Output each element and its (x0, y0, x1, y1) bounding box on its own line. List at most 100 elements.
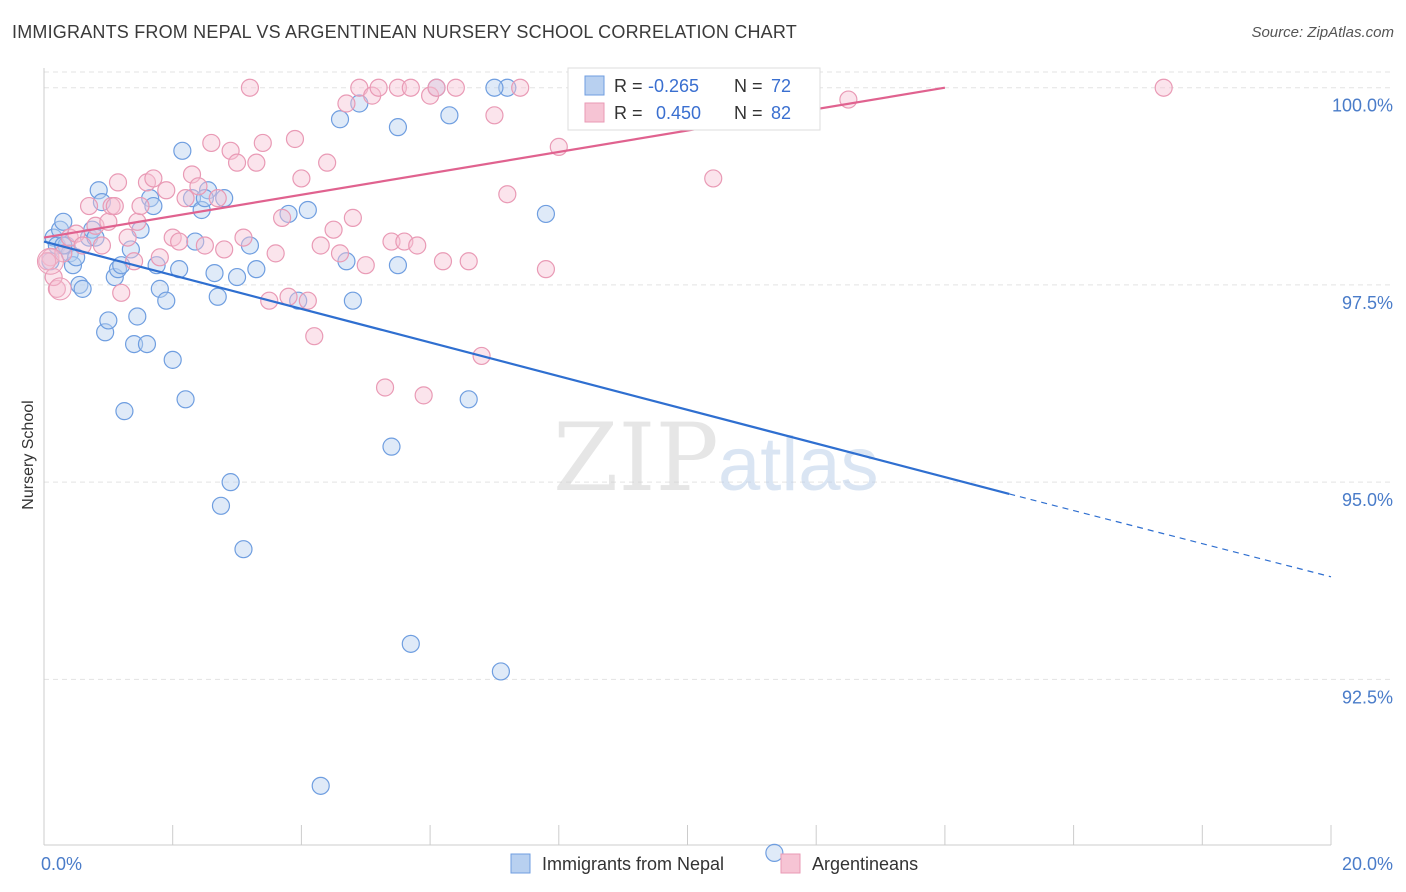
data-point (240, 78, 260, 97)
x-tick-label: 20.0% (1342, 854, 1393, 874)
data-point (491, 662, 510, 681)
data-point (182, 189, 202, 208)
data-point (485, 106, 504, 125)
data-point (440, 106, 459, 125)
data-point (1154, 78, 1173, 97)
data-point (401, 634, 420, 653)
data-point (124, 334, 144, 354)
trend-line-nepal (43, 240, 1010, 496)
legend-swatch-argentineans (584, 102, 605, 123)
data-point (157, 291, 176, 310)
data-point (318, 153, 337, 172)
data-point (498, 78, 517, 97)
series-legend-label-nepal: Immigrants from Nepal (542, 854, 724, 874)
y-tick-label: 95.0% (1342, 490, 1393, 510)
x-tick-marks (43, 825, 1332, 845)
legend-n-label-argentineans: N = (734, 103, 768, 123)
legend-swatch-nepal (584, 75, 605, 96)
data-point (311, 776, 330, 795)
data-point (247, 153, 266, 172)
data-point (54, 212, 73, 231)
data-point (170, 232, 189, 251)
data-point (536, 260, 556, 279)
data-point (144, 169, 163, 188)
data-point (446, 78, 465, 97)
data-point (337, 94, 356, 113)
data-point (227, 267, 247, 287)
data-point (163, 350, 182, 369)
data-point (279, 287, 298, 306)
data-point (112, 283, 131, 302)
data-point (99, 311, 118, 330)
data-point (272, 208, 292, 227)
legend-r-label-argentineans: R = (614, 103, 648, 123)
data-point (289, 291, 308, 310)
series-legend-swatch-argentineans (780, 853, 801, 874)
data-point (208, 189, 227, 208)
data-point (498, 185, 517, 204)
data-point (215, 240, 234, 259)
legend-r-value-argentineans: 0.450 (656, 103, 701, 123)
data-point (324, 220, 343, 239)
stats-legend: R = -0.265 N = 72 R = 0.450 N = 82 (567, 67, 821, 131)
data-point (511, 78, 530, 97)
data-point (115, 402, 134, 421)
data-point (298, 200, 317, 220)
data-point (375, 378, 395, 397)
data-point (108, 173, 128, 192)
data-point (182, 165, 202, 184)
data-point (227, 153, 247, 172)
data-point (173, 141, 192, 160)
series-legend: Immigrants from Nepal Argentineans (510, 853, 918, 874)
data-point (131, 196, 150, 216)
data-point (105, 196, 124, 216)
data-point (485, 78, 504, 97)
y-axis-label: Nursery School (20, 400, 37, 509)
data-point (150, 248, 169, 267)
data-point (73, 279, 92, 298)
data-point (311, 236, 330, 255)
data-point (234, 540, 253, 559)
data-point (92, 236, 112, 255)
data-point (459, 252, 478, 271)
data-point (44, 267, 63, 287)
data-point (305, 327, 324, 346)
x-tick-labels: 0.0% 20.0% (41, 854, 1393, 874)
data-point (298, 291, 317, 310)
legend-n-label-nepal: N = (734, 76, 768, 96)
data-point (388, 118, 408, 137)
data-point (414, 386, 433, 405)
data-point (427, 78, 446, 97)
y-tick-label: 92.5% (1342, 687, 1393, 707)
x-tick-label: 0.0% (41, 854, 82, 874)
y-tick-labels: 100.0% 97.5% 95.0% 92.5% (1332, 96, 1393, 708)
data-point (704, 169, 723, 188)
data-point (157, 181, 176, 200)
y-tick-label: 100.0% (1332, 96, 1393, 116)
legend-r-label-nepal: R = (614, 76, 648, 96)
data-point (144, 196, 163, 216)
chart-title: IMMIGRANTS FROM NEPAL VS ARGENTINEAN NUR… (12, 22, 797, 42)
data-point (382, 437, 401, 456)
data-point (382, 232, 401, 251)
data-point (186, 232, 205, 251)
data-point (356, 256, 375, 275)
data-point (266, 244, 285, 263)
data-point (343, 291, 362, 310)
data-point (205, 263, 224, 283)
data-point (408, 236, 427, 255)
data-point (292, 169, 311, 188)
data-point (137, 334, 157, 354)
data-point (195, 236, 214, 255)
data-point (343, 208, 362, 227)
watermark: ZIP atlas (553, 404, 879, 513)
series-legend-swatch-nepal (510, 853, 531, 874)
data-point (330, 110, 350, 129)
data-point (433, 252, 453, 271)
data-point (202, 133, 221, 153)
stats-legend-box (567, 67, 821, 131)
data-point (221, 141, 240, 160)
legend-n-value-argentineans: 82 (771, 103, 791, 123)
data-point (285, 129, 305, 149)
